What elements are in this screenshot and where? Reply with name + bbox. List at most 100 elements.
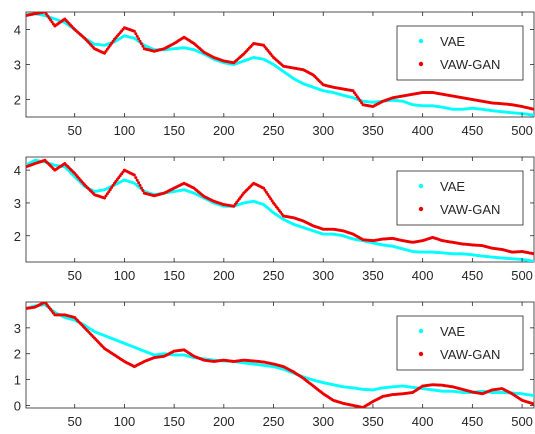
x-tick-label: 150 xyxy=(163,414,185,429)
data-point xyxy=(135,178,139,182)
data-point xyxy=(141,189,145,193)
x-tick-label: 200 xyxy=(213,414,235,429)
data-point xyxy=(138,39,142,43)
y-tick-label: 2 xyxy=(14,93,21,108)
x-tick-label: 400 xyxy=(412,123,434,138)
x-tick-label: 250 xyxy=(263,414,285,429)
data-point xyxy=(137,181,141,185)
y-tick-label: 4 xyxy=(14,163,21,178)
legend-marker xyxy=(418,351,424,357)
x-tick-label: 100 xyxy=(114,414,136,429)
y-tick-label: 1 xyxy=(14,373,21,388)
x-tick-label: 200 xyxy=(213,123,235,138)
data-point xyxy=(104,194,108,198)
y-tick-label: 3 xyxy=(14,58,21,73)
legend-marker xyxy=(418,328,424,334)
data-point xyxy=(139,42,143,46)
data-point xyxy=(269,197,273,201)
data-point xyxy=(532,113,534,117)
legend-label: VAW-GAN xyxy=(440,347,500,362)
data-point xyxy=(270,199,274,203)
data-point xyxy=(137,37,141,41)
y-tick-label: 0 xyxy=(14,398,21,413)
data-point xyxy=(105,192,109,196)
x-tick-label: 150 xyxy=(163,268,185,283)
data-point xyxy=(532,259,534,262)
y-tick-label: 2 xyxy=(14,347,21,362)
data-point xyxy=(532,252,534,256)
x-tick-label: 450 xyxy=(462,268,484,283)
data-point xyxy=(103,196,107,200)
data-point xyxy=(532,107,534,111)
x-tick-label: 300 xyxy=(312,414,334,429)
data-point xyxy=(134,176,138,180)
x-tick-label: 100 xyxy=(114,268,136,283)
x-tick-label: 450 xyxy=(462,414,484,429)
data-point xyxy=(532,394,534,398)
legend-marker xyxy=(418,206,424,212)
x-tick-label: 200 xyxy=(213,268,235,283)
legend-label: VAE xyxy=(440,179,465,194)
x-tick-label: 350 xyxy=(362,414,384,429)
x-tick-label: 50 xyxy=(67,123,81,138)
x-tick-label: 50 xyxy=(67,414,81,429)
legend-marker xyxy=(418,61,424,67)
x-tick-label: 100 xyxy=(114,123,136,138)
data-point xyxy=(132,173,136,177)
data-point xyxy=(138,183,142,187)
x-tick-label: 250 xyxy=(263,123,285,138)
data-point xyxy=(266,193,270,196)
data-point xyxy=(264,190,268,194)
data-point xyxy=(108,188,112,192)
y-tick-label: 4 xyxy=(14,23,21,38)
legend-box xyxy=(396,170,524,226)
data-point xyxy=(263,188,267,192)
series-vaw-gan xyxy=(26,158,534,256)
data-point xyxy=(132,29,136,33)
y-tick-label: 3 xyxy=(14,321,21,336)
legend-marker xyxy=(418,38,424,44)
data-point xyxy=(134,32,138,36)
data-point xyxy=(139,186,143,190)
legend-label: VAE xyxy=(440,34,465,49)
x-tick-label: 350 xyxy=(362,268,384,283)
x-tick-label: 250 xyxy=(263,268,285,283)
x-tick-label: 500 xyxy=(511,268,533,283)
data-point xyxy=(262,186,266,190)
x-tick-label: 500 xyxy=(511,414,533,429)
legend-box xyxy=(396,25,524,81)
x-tick-label: 450 xyxy=(462,123,484,138)
series-vae xyxy=(26,158,534,262)
y-tick-label: 2 xyxy=(14,229,21,244)
x-tick-label: 400 xyxy=(412,268,434,283)
legend: VAE VAW-GAN xyxy=(396,170,524,226)
legend-label: VAW-GAN xyxy=(440,57,500,72)
x-tick-label: 400 xyxy=(412,414,434,429)
subplot-1: 50 100 150 200 250 300 350 400 450 500 2 3 4 VAE VAW-G… xyxy=(14,11,535,138)
legend: VAE VAW-GAN xyxy=(396,25,524,81)
data-point xyxy=(141,44,145,48)
legend-marker xyxy=(418,183,424,189)
legend-label: VAE xyxy=(440,324,465,339)
x-tick-label: 500 xyxy=(511,123,533,138)
x-tick-label: 150 xyxy=(163,123,185,138)
series-vae xyxy=(26,303,534,398)
legend: VAE VAW-GAN xyxy=(396,315,524,371)
data-point xyxy=(267,195,271,199)
x-tick-label: 350 xyxy=(362,123,384,138)
data-point xyxy=(107,190,111,194)
legend-box xyxy=(396,315,524,371)
x-tick-label: 300 xyxy=(312,268,334,283)
series-vaw-gan xyxy=(26,302,534,408)
legend-label: VAW-GAN xyxy=(440,202,500,217)
x-tick-label: 50 xyxy=(67,268,81,283)
y-tick-label: 3 xyxy=(14,196,21,211)
subplot-3: 50 100 150 200 250 300 350 400 450 500 0 1 2 3 VAE VAW-… xyxy=(14,301,535,429)
x-tick-label: 300 xyxy=(312,123,334,138)
data-point xyxy=(110,185,114,189)
subplot-2: 50 100 150 200 250 300 350 400 450 500 2 3 4 VAE VAW-G… xyxy=(14,156,535,283)
data-point xyxy=(135,34,139,38)
data-point xyxy=(111,183,115,187)
series-vaw-gan xyxy=(26,12,534,111)
